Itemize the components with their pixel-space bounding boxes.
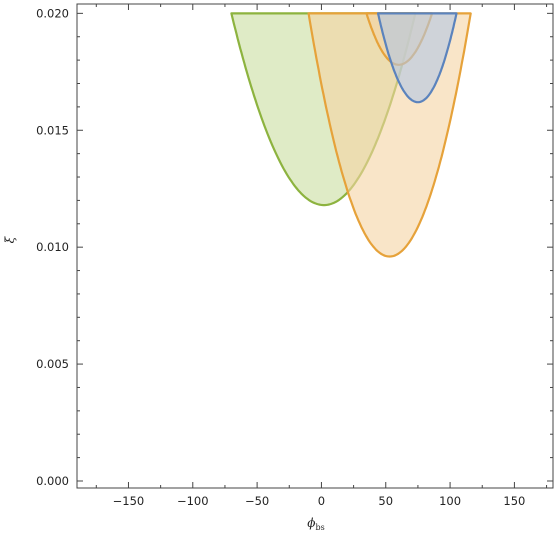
x-tick-label: 50 — [378, 494, 393, 508]
y-tick-label: 0.000 — [36, 474, 69, 488]
x-tick-label: 0 — [318, 494, 325, 508]
x-tick-label: −150 — [113, 494, 145, 508]
x-tick-label: −50 — [245, 494, 269, 508]
y-tick-label: 0.010 — [36, 240, 69, 254]
tick-layer: −150 −100 −50 0 50 100 150 0.000 0.005 0.010 0.015… — [36, 4, 553, 508]
y-tick-label: 0.020 — [36, 6, 69, 20]
y-tick-label: 0.005 — [36, 357, 69, 371]
axes-box — [76, 3, 554, 489]
plot-frame — [76, 3, 554, 489]
x-tick-label: −100 — [177, 494, 209, 508]
x-tick-label: 100 — [439, 494, 461, 508]
region-2-0 — [376, 12, 458, 104]
x-tick-label: 150 — [503, 494, 525, 508]
x-axis-label: ϕbs — [307, 516, 324, 532]
region-layer — [230, 12, 472, 258]
y-tick-label: 0.015 — [36, 123, 69, 137]
y-axis-label: ξ — [3, 235, 17, 243]
